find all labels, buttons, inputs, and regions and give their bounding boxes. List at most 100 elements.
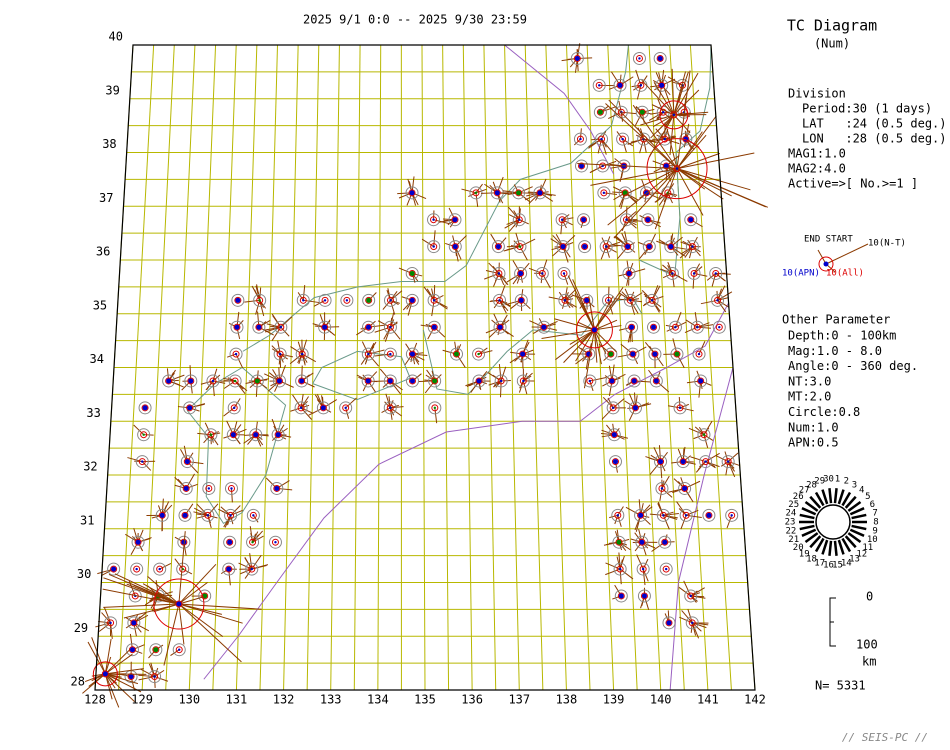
symbol-dot — [229, 514, 231, 516]
symbol-dot — [227, 540, 232, 545]
symbol-dot — [251, 568, 253, 570]
symbol-dot — [607, 299, 609, 301]
lat-label: 32 — [83, 460, 97, 474]
symbol-dot — [616, 540, 621, 545]
parameter: MT:2.0 — [788, 390, 831, 404]
symbol-dot — [258, 299, 260, 301]
symbol-dot — [520, 352, 525, 357]
symbol-dot — [234, 380, 236, 382]
clock-label: 23 — [785, 518, 796, 528]
symbol-dot — [410, 298, 415, 303]
symbol-dot — [651, 325, 656, 330]
symbol-dot — [592, 327, 597, 332]
symbol-dot — [632, 378, 637, 383]
symbol-dot — [696, 326, 698, 328]
lat-label: 31 — [80, 513, 94, 527]
symbol-dot — [235, 298, 240, 303]
symbol-dot — [410, 378, 415, 383]
symbol-dot — [603, 192, 605, 194]
clock-label: 4 — [859, 486, 864, 496]
symbol-dot — [389, 353, 391, 355]
lat-label: 37 — [99, 191, 113, 205]
symbol-dot — [454, 352, 459, 357]
symbol-dot — [251, 541, 253, 543]
symbol-dot — [256, 325, 261, 330]
symbol-dot — [235, 353, 237, 355]
symbol-dot — [730, 514, 732, 516]
lat-label: 38 — [102, 137, 116, 151]
symbol-dot — [664, 138, 666, 140]
symbol-dot — [432, 325, 437, 330]
symbol-dot — [629, 325, 634, 330]
legend-dot — [824, 262, 829, 267]
symbol-dot — [129, 674, 134, 679]
symbol-dot — [613, 459, 618, 464]
period: 2025 9/1 0:0 -- 2025 9/30 23:59 — [303, 13, 527, 27]
mag1: MAG1:1.0 — [788, 147, 846, 161]
symbol-dot — [498, 272, 500, 274]
clock-label: 1 — [835, 475, 840, 485]
symbol-dot — [253, 432, 258, 437]
symbol-dot — [131, 620, 136, 625]
symbol-dot — [561, 218, 563, 220]
lon-label: 129 — [131, 693, 153, 707]
symbol-dot — [600, 138, 602, 140]
symbol-dot — [673, 114, 675, 116]
symbol-dot — [367, 353, 369, 355]
symbol-dot — [410, 271, 415, 276]
event-count: N= 5331 — [815, 679, 866, 693]
symbol-dot — [582, 244, 587, 249]
symbol-dot — [274, 541, 276, 543]
symbol-dot — [184, 486, 189, 491]
symbol-dot — [609, 378, 614, 383]
symbol-dot — [640, 110, 645, 115]
symbol-dot — [698, 353, 700, 355]
symbol-dot — [647, 244, 652, 249]
lat-label: 36 — [96, 245, 110, 259]
symbol-dot — [300, 407, 302, 409]
symbol-dot — [208, 487, 210, 489]
symbol-dot — [638, 57, 640, 59]
symbol-dot — [366, 325, 371, 330]
symbol-dot — [627, 271, 632, 276]
symbol-dot — [142, 433, 144, 435]
symbol-dot — [109, 622, 111, 624]
lon-label: 132 — [273, 693, 295, 707]
symbol-dot — [612, 432, 617, 437]
lat-label: 29 — [74, 621, 88, 635]
symbol-dot — [690, 595, 692, 597]
legend-apn: 10(APN) — [782, 269, 820, 279]
symbol-dot — [230, 487, 232, 489]
lat-label: 35 — [93, 298, 107, 312]
symbol-dot — [166, 378, 171, 383]
lat-label: 39 — [105, 83, 119, 97]
symbol-dot — [498, 299, 500, 301]
symbol-dot — [662, 540, 667, 545]
symbol-dot — [618, 83, 623, 88]
parameter: Depth:0 - 100km — [788, 329, 896, 343]
symbol-dot — [302, 299, 304, 301]
symbol-dot — [234, 325, 239, 330]
clock-spoke — [835, 488, 837, 503]
scale-top: 0 — [866, 590, 873, 604]
lon-label: 138 — [556, 693, 578, 707]
symbol-dot — [638, 513, 643, 518]
symbol-dot — [210, 433, 212, 435]
symbol-dot — [130, 647, 135, 652]
symbol-dot — [598, 110, 603, 115]
symbol-dot — [410, 190, 415, 195]
symbol-dot — [366, 378, 371, 383]
symbol-dot — [519, 245, 521, 247]
symbol-dot — [252, 514, 254, 516]
lon-label: 133 — [320, 693, 342, 707]
symbol-dot — [619, 568, 621, 570]
symbol-dot — [498, 325, 503, 330]
symbol-dot — [659, 83, 664, 88]
symbol-dot — [178, 648, 180, 650]
lat-label: 30 — [77, 567, 91, 581]
symbol-dot — [682, 486, 687, 491]
symbol-dot — [608, 352, 613, 357]
symbol-dot — [589, 380, 591, 382]
lat-label: 33 — [86, 406, 100, 420]
symbol-dot — [187, 405, 192, 410]
